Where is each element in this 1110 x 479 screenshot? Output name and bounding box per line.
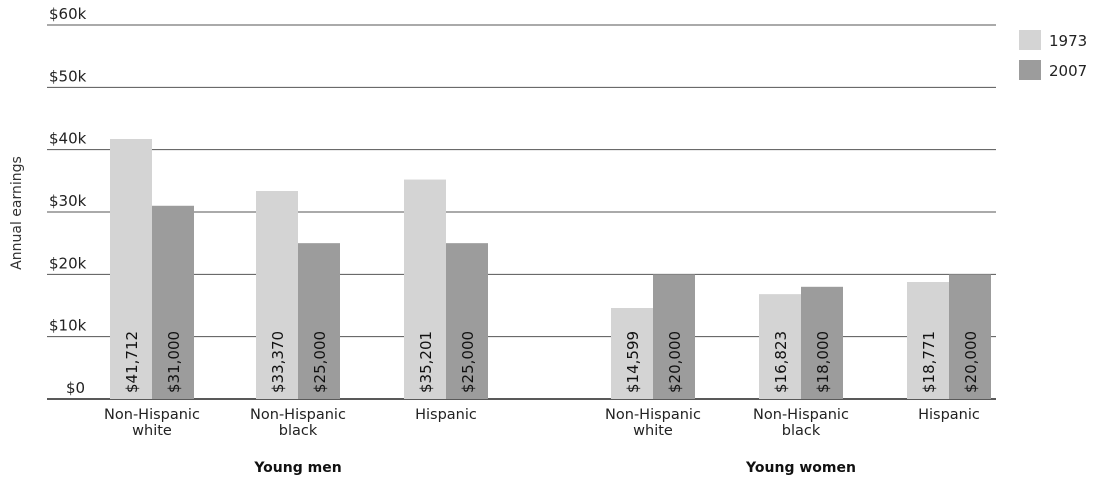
bar-1973-2 [256,190,298,399]
category-label: white [633,423,673,439]
group-label: Young men [253,460,341,476]
legend-swatch-1973 [1019,30,1041,50]
value-labels: $41,712 $31,000 $33,370 $25,000 $35,201 $25,0… [123,331,980,393]
category-label: white [132,423,172,439]
bar-2007-2 [298,243,340,399]
y-tick-label: $60k [49,5,87,23]
bar-1973-4 [611,307,653,399]
bar-1973-1 [110,138,152,400]
value-label: $25,000 [459,331,477,393]
y-tick-label: $10k [49,317,87,335]
y-tick-label: $20k [49,254,87,272]
bars [110,138,991,400]
y-tick-label: $0 [66,379,85,397]
bar-2007-5 [801,286,843,399]
y-tick-label: $30k [49,192,87,210]
category-label: Non-Hispanic [753,407,849,423]
value-label: $41,712 [123,331,141,393]
value-label: $31,000 [165,331,183,393]
group-label: Young women [745,460,856,476]
value-label: $18,000 [814,331,832,393]
category-label: Non-Hispanic [250,407,346,423]
value-label: $35,201 [417,331,435,393]
axes: $0$10k$20k$30k$40k$50k$60kNon-Hispanicwh… [49,5,980,476]
value-label: $18,771 [920,331,938,393]
category-label: Hispanic [415,407,477,423]
value-label: $14,599 [624,331,642,393]
legend-label: 2007 [1049,62,1087,80]
legend: 1973 2007 [1019,30,1087,80]
y-axis-title: Annual earnings [9,156,25,270]
bar-2007-4 [653,274,695,399]
category-label: black [279,423,318,439]
category-label: Non-Hispanic [605,407,701,423]
bar-1973-3 [404,179,446,399]
bar-2007-6 [949,274,991,399]
bar-1973-5 [759,294,801,399]
value-label: $25,000 [311,331,329,393]
bar-2007-3 [446,243,488,399]
category-label: Non-Hispanic [104,407,200,423]
category-label: black [782,423,821,439]
bar-2007-1 [152,205,194,399]
value-label: $16,823 [772,331,790,393]
category-label: Hispanic [918,407,980,423]
value-label: $20,000 [666,331,684,393]
y-tick-label: $50k [49,67,87,85]
y-tick-label: $40k [49,130,87,148]
legend-swatch-2007 [1019,60,1041,80]
legend-label: 1973 [1049,32,1087,50]
value-label: $20,000 [962,331,980,393]
bar-1973-6 [907,281,949,399]
value-label: $33,370 [269,331,287,393]
